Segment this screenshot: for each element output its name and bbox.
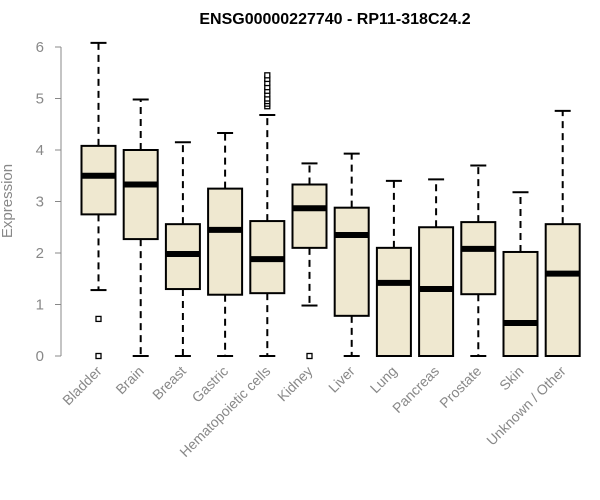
outlier-point (95, 315, 102, 323)
box-12 (544, 109, 581, 357)
box-9 (418, 178, 455, 357)
x-tick-label: Brain (112, 363, 146, 397)
outlier-point (95, 352, 102, 360)
box-2 (122, 98, 159, 357)
y-tick-label: 5 (36, 91, 44, 108)
box-6 (291, 162, 328, 360)
x-tick-label: Pancreas (389, 363, 442, 416)
x-tick-label: Kidney (274, 363, 316, 405)
y-axis: 0 1 2 3 4 5 6 (36, 39, 62, 365)
box-7 (333, 152, 370, 357)
outlier-point (264, 72, 271, 79)
box-1 (80, 41, 117, 360)
iqr-box (460, 221, 497, 296)
y-tick-label: 3 (36, 194, 44, 211)
iqr-box (333, 206, 370, 317)
x-tick-label: Skin (496, 363, 527, 394)
box-8 (375, 179, 412, 358)
y-tick-label: 1 (36, 297, 44, 314)
y-tick-label: 6 (36, 39, 44, 56)
chart-title: ENSG00000227740 - RP11-318C24.2 (199, 11, 470, 28)
iqr-box (502, 250, 539, 357)
y-tick-label: 0 (36, 348, 44, 365)
y-axis-label: Expression (0, 164, 16, 238)
iqr-box (122, 149, 159, 241)
x-tick-label: Prostate (436, 363, 484, 411)
iqr-box (80, 144, 117, 216)
iqr-box (544, 223, 581, 357)
iqr-box (375, 246, 412, 358)
box-4 (207, 132, 244, 357)
iqr-box (291, 183, 328, 249)
x-tick-label: Unknown / Other (483, 363, 569, 449)
outlier-point (306, 352, 313, 360)
box-3 (164, 141, 201, 357)
x-tick-label: Lung (367, 363, 400, 396)
box-10 (460, 164, 497, 357)
x-tick-label: Liver (325, 363, 358, 396)
box-5 (249, 72, 286, 357)
x-tick-label: Breast (149, 363, 189, 403)
y-tick-label: 4 (36, 142, 44, 159)
boxes-group (80, 41, 581, 360)
iqr-box (207, 187, 244, 296)
y-tick-label: 2 (36, 245, 44, 262)
x-tick-label: Bladder (59, 363, 105, 409)
box-11 (502, 191, 539, 357)
